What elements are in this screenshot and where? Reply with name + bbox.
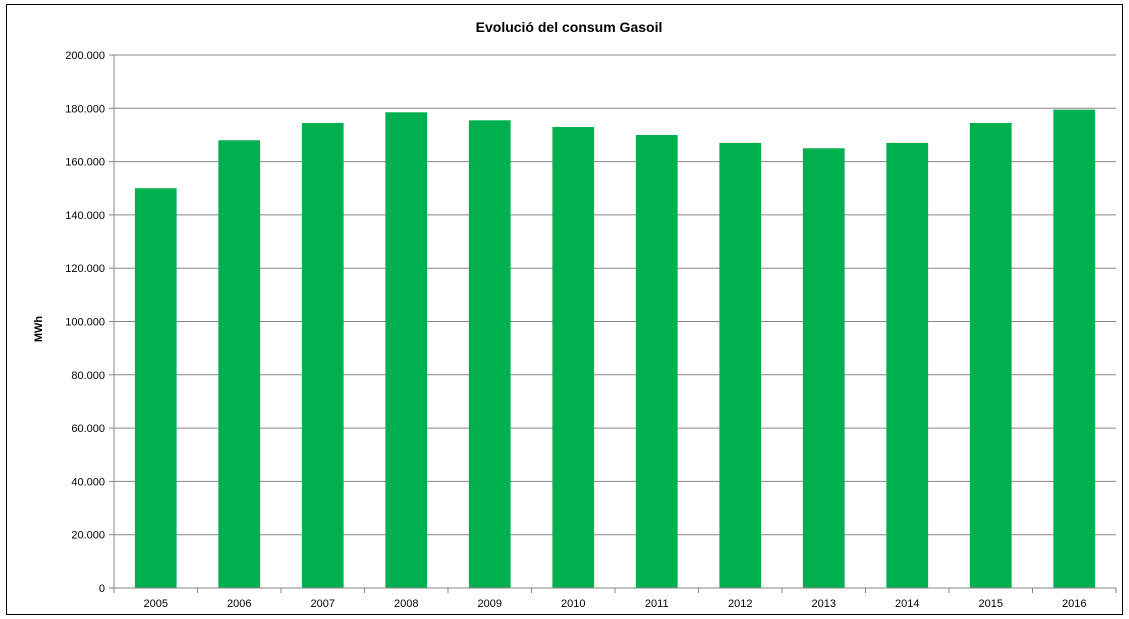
bar-2014 [886, 142, 929, 588]
x-tick-label: 2007 [311, 598, 335, 610]
bar-2009 [468, 120, 511, 588]
y-axis-label: MWh [33, 316, 45, 343]
bar-2010 [552, 126, 595, 588]
x-tick-label: 2015 [979, 598, 1003, 610]
y-tick-label: 0 [99, 583, 105, 595]
y-tick-labels: 0 20.000 40.000 60.000 80.000 100.000 120.000 1… [65, 50, 105, 595]
x-tick-label: 2014 [895, 598, 919, 610]
y-tick-label: 120.000 [65, 263, 105, 275]
x-tick-label: 2005 [144, 598, 168, 610]
bars [134, 109, 1096, 589]
x-tick-label: 2011 [645, 598, 669, 610]
x-tick-label: 2012 [728, 598, 752, 610]
y-tick-label: 20.000 [71, 530, 105, 542]
bar-2013 [802, 148, 845, 588]
x-tick-label: 2009 [478, 598, 502, 610]
y-tick-label: 60.000 [71, 423, 105, 435]
bar-2016 [1053, 109, 1096, 588]
bar-2005 [134, 188, 177, 588]
bar-2012 [719, 142, 762, 588]
bar-2006 [218, 140, 261, 588]
x-tick-labels: 2005 2006 2007 2008 2009 2010 2011 2012 2013 2014… [144, 598, 1087, 610]
y-tick-label: 200.000 [65, 50, 105, 62]
gridlines [114, 54, 1116, 536]
chart-title: Evolució del consum Gasoil [476, 19, 663, 35]
y-tick-label: 80.000 [71, 370, 105, 382]
x-tick-label: 2006 [227, 598, 251, 610]
bar-2015 [969, 122, 1012, 589]
bar-2007 [301, 122, 344, 589]
x-tick-label: 2010 [561, 598, 585, 610]
y-tick-label: 100.000 [65, 317, 105, 329]
y-tick-label: 160.000 [65, 157, 105, 169]
x-tick-label: 2013 [812, 598, 836, 610]
y-tick-label: 40.000 [71, 476, 105, 488]
y-tick-label: 180.000 [65, 103, 105, 115]
axes [109, 54, 1117, 593]
x-tick-label: 2016 [1062, 598, 1086, 610]
y-tick-label: 140.000 [65, 210, 105, 222]
bar-2008 [385, 112, 428, 589]
bar-2011 [635, 134, 678, 588]
x-tick-label: 2008 [394, 598, 418, 610]
